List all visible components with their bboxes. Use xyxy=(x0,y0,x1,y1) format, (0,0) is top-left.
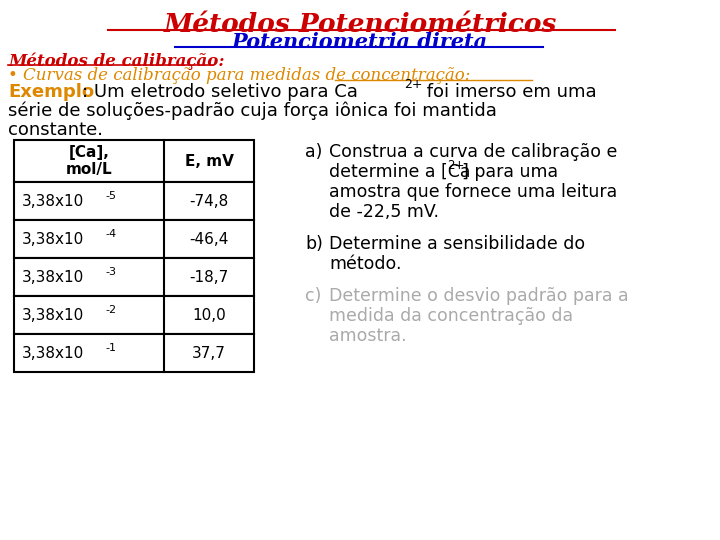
Text: 3,38x10: 3,38x10 xyxy=(22,232,84,246)
Text: Exemplo: Exemplo xyxy=(8,83,94,101)
Text: 37,7: 37,7 xyxy=(192,346,226,361)
Text: -74,8: -74,8 xyxy=(189,193,229,208)
Text: medida da concentração da: medida da concentração da xyxy=(329,307,573,325)
Text: [Ca],
mol/L: [Ca], mol/L xyxy=(66,145,112,177)
Text: 2+: 2+ xyxy=(404,78,423,91)
Text: 10,0: 10,0 xyxy=(192,307,226,322)
Text: foi imerso em uma: foi imerso em uma xyxy=(421,83,597,101)
Text: • Curvas de calibração para medidas de concentração:: • Curvas de calibração para medidas de c… xyxy=(8,67,470,84)
Bar xyxy=(14,258,254,296)
Text: Métodos Potenciométricos: Métodos Potenciométricos xyxy=(163,12,557,37)
Text: : Um eletrodo seletivo para Ca: : Um eletrodo seletivo para Ca xyxy=(82,83,358,101)
Text: constante.: constante. xyxy=(8,121,103,139)
Text: amostra.: amostra. xyxy=(329,327,407,345)
Text: 2+: 2+ xyxy=(447,159,464,172)
Text: Determine a sensibilidade do: Determine a sensibilidade do xyxy=(329,235,585,253)
Bar xyxy=(14,334,254,372)
Text: 3,38x10: 3,38x10 xyxy=(22,346,84,361)
Text: c): c) xyxy=(305,287,321,305)
Text: -3: -3 xyxy=(105,267,116,277)
Text: ] para uma: ] para uma xyxy=(462,163,558,181)
Bar xyxy=(14,296,254,334)
Text: -5: -5 xyxy=(105,191,116,201)
Bar xyxy=(14,220,254,258)
Bar xyxy=(14,140,254,182)
Text: 3,38x10: 3,38x10 xyxy=(22,269,84,285)
Text: -4: -4 xyxy=(105,229,116,239)
Bar xyxy=(14,182,254,220)
Text: -18,7: -18,7 xyxy=(189,269,229,285)
Text: série de soluções-padrão cuja força iônica foi mantida: série de soluções-padrão cuja força iôni… xyxy=(8,102,497,120)
Text: -1: -1 xyxy=(105,343,116,353)
Text: -2: -2 xyxy=(105,305,116,315)
Text: a): a) xyxy=(305,143,323,161)
Text: amostra que fornece uma leitura: amostra que fornece uma leitura xyxy=(329,183,617,201)
Text: Determine o desvio padrão para a: Determine o desvio padrão para a xyxy=(329,287,629,305)
Text: método.: método. xyxy=(329,255,402,273)
Text: de -22,5 mV.: de -22,5 mV. xyxy=(329,203,439,221)
Text: b): b) xyxy=(305,235,323,253)
Text: Construa a curva de calibração e: Construa a curva de calibração e xyxy=(329,143,617,161)
Text: -46,4: -46,4 xyxy=(189,232,229,246)
Text: Métodos de calibração:: Métodos de calibração: xyxy=(8,52,225,70)
Text: Potenciometria direta: Potenciometria direta xyxy=(232,32,488,52)
Text: 3,38x10: 3,38x10 xyxy=(22,307,84,322)
Text: E, mV: E, mV xyxy=(184,153,233,168)
Text: determine a [Ca: determine a [Ca xyxy=(329,163,470,181)
Text: 3,38x10: 3,38x10 xyxy=(22,193,84,208)
